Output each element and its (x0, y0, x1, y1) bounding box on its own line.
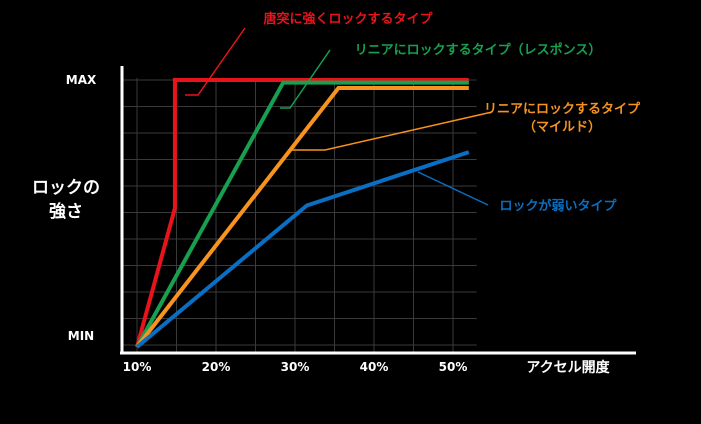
series-line-1 (135, 80, 469, 348)
annotation-label-0: 唐突に強くロックするタイプ (263, 11, 433, 27)
x-tick-label: 10% (123, 360, 152, 374)
x-tick-label: 30% (281, 360, 310, 374)
y-tick-label: MIN (68, 329, 94, 343)
annotation-leader-3 (417, 171, 489, 206)
y-axis-label-line2: 強さ (49, 201, 83, 222)
tick-labels: 10% 20% 30% 40% 50% MAX MIN (66, 73, 468, 374)
annotation-label-1: リニアにロックするタイプ（レスポンス） (355, 42, 602, 58)
grid (123, 78, 477, 352)
y-axis-label-line1: ロックの (32, 178, 100, 198)
x-tick-label: 20% (202, 360, 231, 374)
x-tick-label: 40% (360, 360, 389, 374)
series-lines (135, 78, 470, 349)
series-line-0 (135, 78, 469, 348)
annotation-leader-0 (185, 27, 246, 96)
annotation-leader-1 (280, 49, 331, 109)
annotation-leader-2 (290, 111, 493, 151)
series-line-3 (135, 150, 470, 349)
x-tick-label: 50% (439, 360, 468, 374)
annotation-label-2: リニアにロックするタイプ (484, 102, 641, 117)
annotation-leaders (185, 27, 493, 206)
series-line-2 (135, 86, 469, 349)
annotation-label-2-line2: （マイルド） (523, 119, 601, 135)
y-tick-label: MAX (66, 73, 97, 87)
annotation-label-3: ロックが弱いタイプ (499, 198, 617, 214)
axes (120, 66, 636, 355)
x-axis-label: アクセル開度 (526, 359, 610, 376)
